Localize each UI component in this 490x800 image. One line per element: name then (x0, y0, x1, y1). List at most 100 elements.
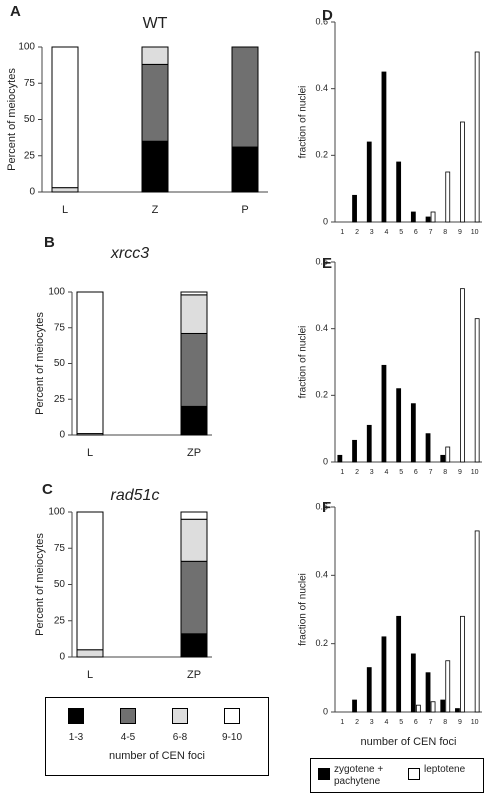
bar (410, 653, 416, 713)
y-tick-label: 75 (54, 322, 66, 333)
bar-segment (180, 405, 208, 436)
x-tick-label: 8 (443, 229, 447, 236)
y-tick-label: 0 (59, 430, 65, 441)
y-tick-label: 0.6 (315, 16, 328, 26)
x-tick-label: 6 (414, 469, 418, 476)
y-tick-label: 50 (24, 114, 36, 125)
bar (396, 161, 402, 223)
y-axis-label: fraction of nuclei (298, 573, 309, 646)
y-tick-label: 50 (54, 579, 66, 590)
y-tick-label: 0.4 (315, 323, 328, 333)
x-tick-label: 3 (370, 469, 374, 476)
x-tick-label: 6 (414, 719, 418, 726)
bar (366, 141, 372, 223)
bar (425, 216, 431, 223)
bar (460, 615, 465, 713)
y-tick-label: 0 (323, 216, 328, 226)
bar-segment (51, 46, 79, 189)
bar (440, 699, 446, 713)
bar-segment (51, 187, 79, 193)
bar (352, 194, 357, 223)
x-tick-label: 9 (458, 469, 462, 476)
x-tick-label: 5 (399, 229, 403, 236)
y-tick-label: 100 (48, 287, 65, 298)
x-axis-label: number of CEN foci (361, 736, 457, 748)
legend-label: 1-3 (68, 732, 84, 743)
bar (460, 288, 465, 463)
y-tick-label: 50 (54, 358, 66, 369)
y-axis-label: Percent of meiocytes (34, 533, 46, 636)
legend-label: 4-5 (120, 732, 136, 743)
x-tick-label: 8 (443, 719, 447, 726)
legend-label: 9-10 (221, 732, 242, 743)
x-tick-label: 7 (429, 719, 433, 726)
x-tick-label: 1 (340, 469, 344, 476)
bar-segment (76, 511, 104, 651)
x-tick-label: 4 (384, 719, 388, 726)
legend-label: leptotene (424, 764, 466, 775)
bar (445, 171, 451, 223)
x-tick-label: 9 (458, 229, 462, 236)
bar-segment (180, 518, 208, 562)
x-tick-label: 4 (384, 229, 388, 236)
y-axis-label: fraction of nuclei (298, 326, 309, 399)
bar (337, 454, 343, 463)
y-tick-label: 25 (54, 615, 66, 626)
chart-title: xrcc3 (110, 245, 149, 262)
x-tick-label: 9 (458, 719, 462, 726)
bar (396, 615, 402, 713)
bar (396, 388, 402, 463)
y-tick-label: 0 (29, 187, 35, 198)
bar-segment (180, 291, 208, 296)
x-tick-label: 8 (443, 469, 447, 476)
legend-swatch (172, 708, 188, 724)
bar (381, 364, 387, 463)
y-tick-label: 0 (323, 706, 328, 716)
x-tick-label: 2 (355, 229, 359, 236)
bar (410, 211, 416, 223)
bar-segment (76, 291, 104, 435)
x-tick-label: L (87, 447, 93, 459)
y-tick-label: 0.4 (315, 83, 328, 93)
bar (352, 439, 357, 463)
x-tick-label: 7 (429, 469, 433, 476)
y-tick-label: 75 (24, 78, 36, 89)
y-tick-label: 25 (24, 150, 36, 161)
panel-label: D (322, 7, 333, 24)
y-axis-label: Percent of meiocytes (34, 312, 46, 415)
y-axis-label: Percent of meiocytes (6, 68, 18, 171)
y-tick-label: 0 (59, 652, 65, 663)
bar (366, 667, 372, 713)
bar (366, 424, 372, 463)
x-tick-label: ZP (187, 669, 201, 681)
x-tick-label: 3 (370, 719, 374, 726)
y-tick-label: 75 (54, 543, 66, 554)
legend-label: 6-8 (172, 732, 188, 743)
bar-segment (180, 332, 208, 407)
bar-segment (180, 294, 208, 334)
panel-label: C (42, 481, 53, 498)
panel-label: A (10, 3, 21, 20)
y-tick-label: 0.6 (315, 256, 328, 266)
legend-title: number of CEN foci (109, 750, 205, 762)
legend-swatch (224, 708, 240, 724)
bar-segment (180, 560, 208, 635)
x-tick-label: 4 (384, 469, 388, 476)
bar-segment (180, 633, 208, 658)
x-tick-label: 1 (340, 229, 344, 236)
legend-label: zygotene + pachytene (334, 764, 384, 787)
bar (381, 71, 387, 223)
bar (430, 211, 436, 223)
x-tick-label: 2 (355, 469, 359, 476)
y-tick-label: 0.2 (315, 150, 328, 160)
bar (445, 660, 451, 713)
bar (455, 708, 460, 713)
chart-title: rad51c (111, 487, 160, 504)
bar-segment (141, 140, 169, 193)
legend-swatch (408, 768, 420, 780)
bar-segment (76, 649, 104, 658)
bar (415, 704, 421, 713)
x-tick-label: 7 (429, 229, 433, 236)
